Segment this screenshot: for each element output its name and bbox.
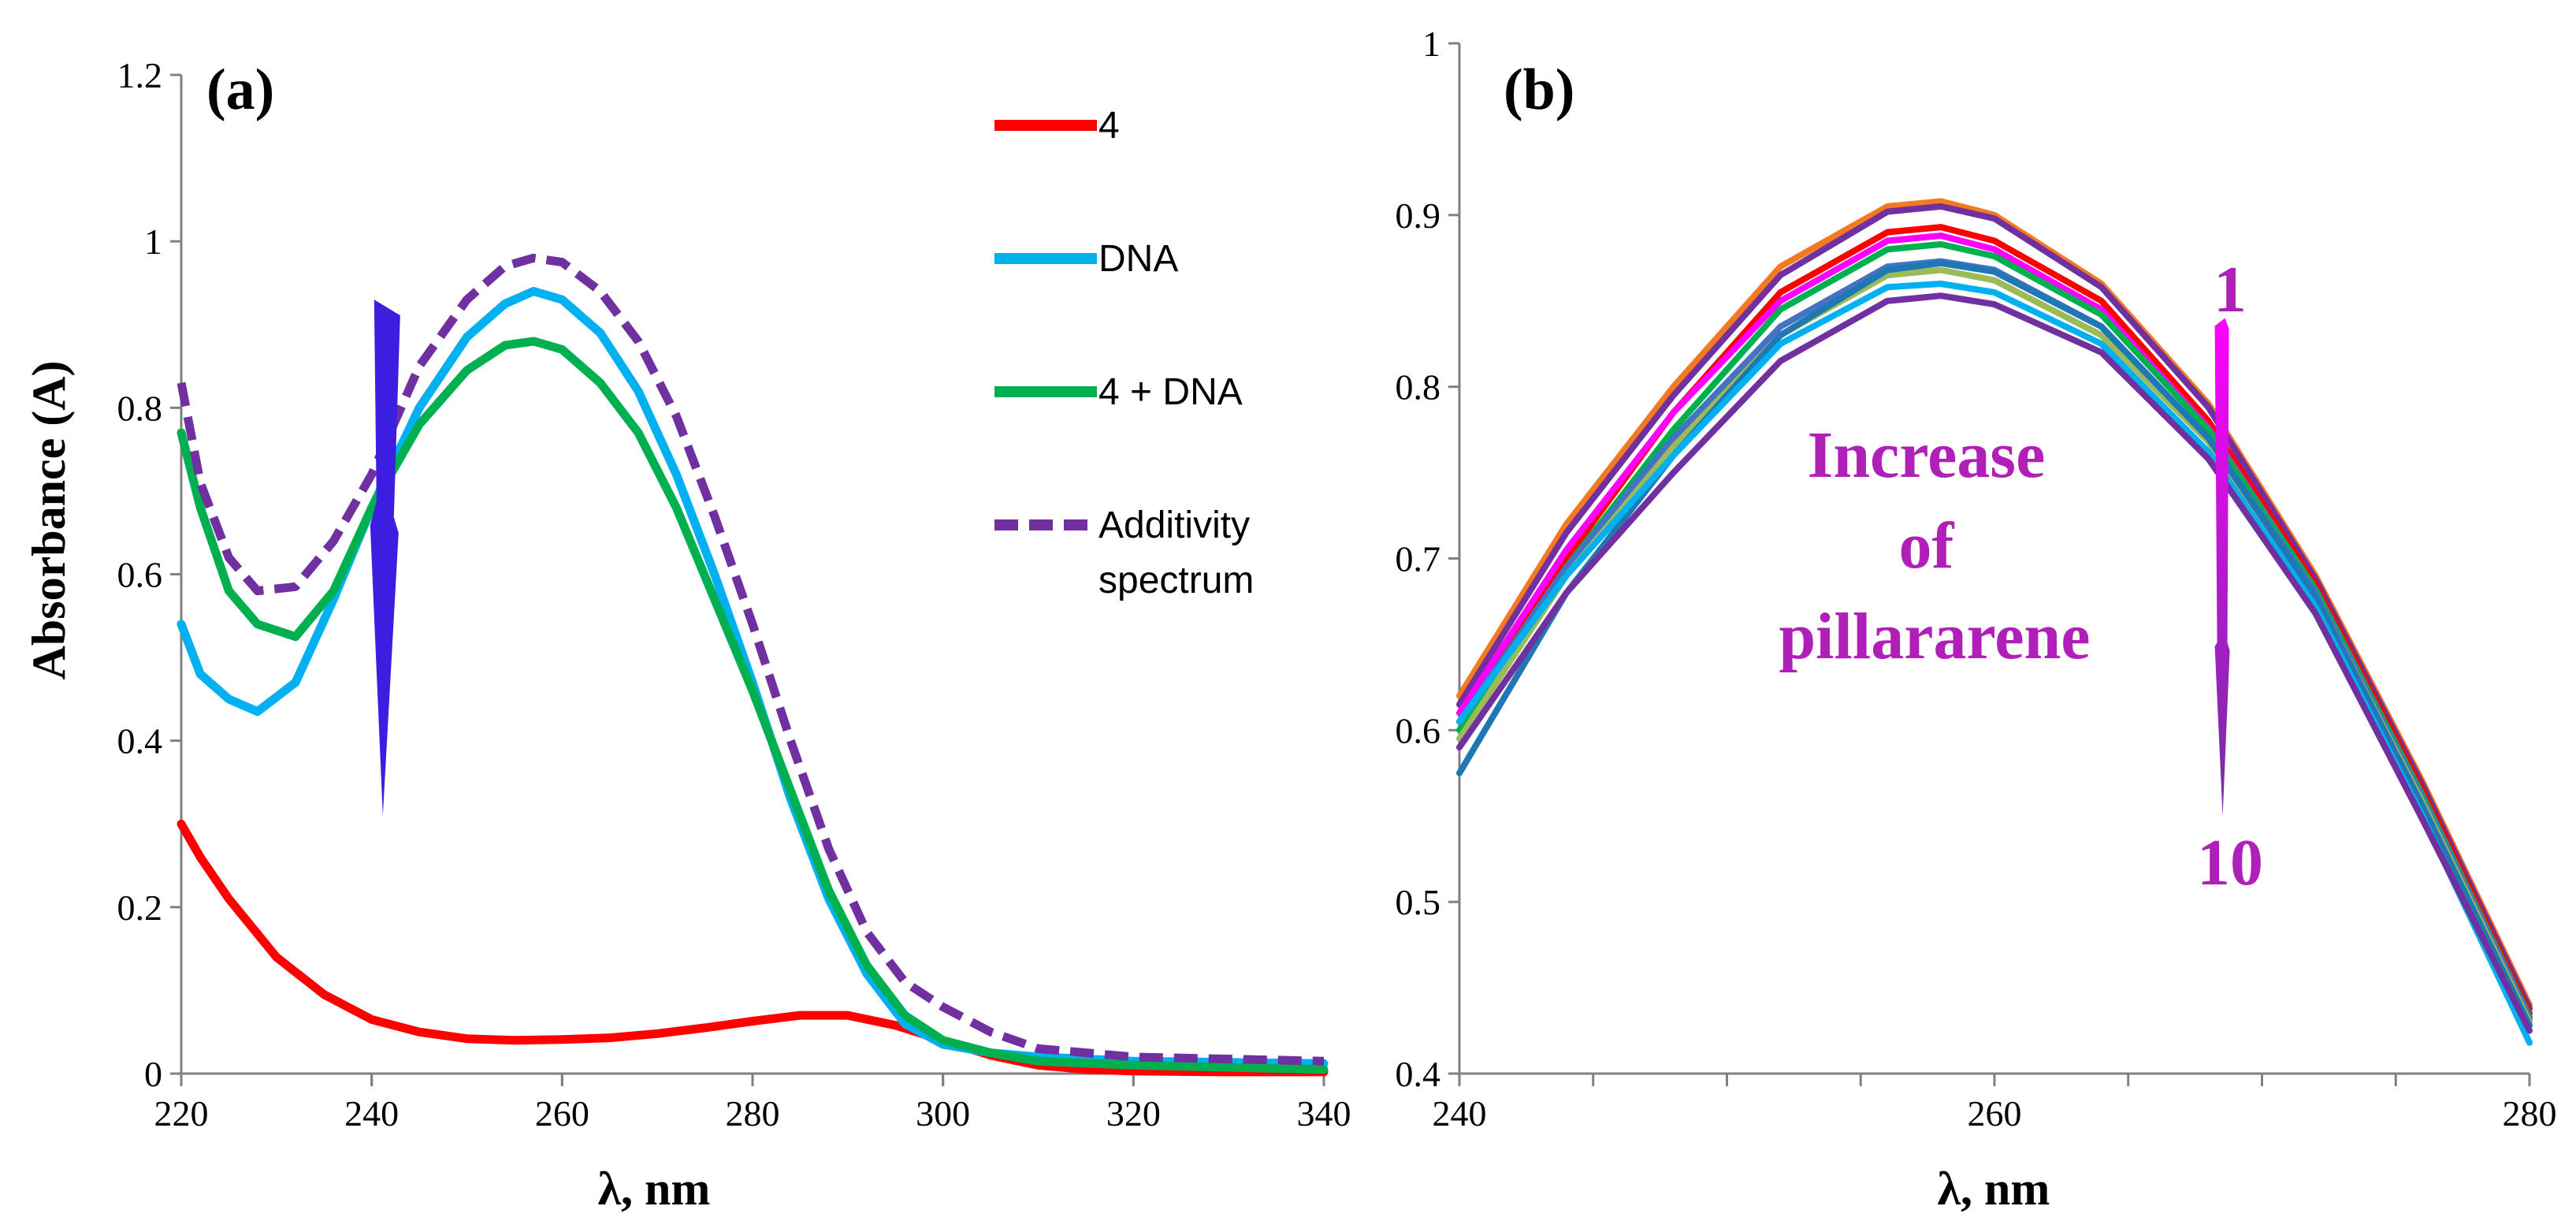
legend-label-4: 4 [1098,105,1120,147]
panel-a-x-tick-label: 340 [1297,1093,1351,1134]
panel-a-y-tick-label: 0.6 [117,555,163,595]
panel-a-series [177,253,1329,1077]
panel-a-y-tick-label: 0.2 [117,888,163,928]
legend-label-additivity: Additivity spectrum [1098,504,1260,601]
panel-b-x-tick-label: 240 [1433,1093,1487,1134]
panel-b-axes [1448,42,2531,1086]
panel-a-y-tick-label: 1 [144,221,162,262]
series-4-plus-dna-line [177,337,1329,1074]
panel-a-x-tick-label: 240 [344,1093,399,1134]
panel-a-y-tick-label: 0.8 [117,388,163,428]
panel-b-y-tick-label: 0.9 [1396,195,1441,236]
panel-a-y-tick-label: 0.4 [117,721,163,761]
legend-item-4: 4 [994,105,1120,147]
panel-a-x-tick-label: 300 [916,1093,970,1134]
panel-b-trend-arrow [2214,318,2230,817]
panel-b-y-tick-label: 0.4 [1396,1054,1441,1094]
panel-b-start-label: 1 [2214,253,2247,326]
panel-b-tick-labels: 0.4 0.5 0.6 0.7 0.8 0.9 1 240 260 280 [1396,24,2557,1134]
panel-b-y-tick-label: 0.6 [1396,710,1441,750]
panel-b: 0.4 0.5 0.6 0.7 0.8 0.9 1 240 260 280 (b) λ, nm I… [1396,24,2557,1215]
panel-a-legend: 4 DNA 4 + DNA Additivity spectrum [994,105,1260,601]
panel-b-y-tick-label: 0.7 [1396,539,1441,579]
panel-b-end-label: 10 [2197,826,2263,899]
legend-item-dna: DNA [994,238,1178,280]
panel-b-x-tick-label: 260 [1968,1093,2022,1134]
panel-b-y-tick-label: 0.5 [1396,882,1441,922]
panel-a-y-tick-label: 0 [144,1054,162,1094]
panel-b-x-axis-title: λ, nm [1938,1163,2050,1215]
panel-a-y-tick-label: 1.2 [117,55,163,95]
panel-b-annotation-text: Increase of pillararene [1779,419,2090,673]
panel-a-x-tick-label: 260 [535,1093,589,1134]
panel-a-tick-labels: 0 0.2 0.4 0.6 0.8 1 1.2 220 240 260 280 300 320 340 [117,55,1351,1134]
panel-b-y-tick-label: 1 [1422,24,1440,64]
panel-b-series [1456,198,2533,1046]
panel-a-x-tick-label: 220 [154,1093,209,1134]
legend-item-additivity: Additivity spectrum [994,504,1260,601]
panel-a-label: (a) [206,58,274,122]
series-4-line [177,819,1329,1077]
panel-b-x-tick-label: 280 [2503,1093,2557,1134]
panel-a: 0 0.2 0.4 0.6 0.8 1 1.2 220 240 260 280 300 320 340 (… [23,55,1351,1215]
panel-b-series-10-line [1456,292,2533,1034]
panel-a-x-axis-title: λ, nm [598,1163,711,1215]
panel-b-label: (b) [1504,58,1574,122]
panel-a-x-tick-label: 320 [1106,1093,1161,1134]
legend-item-4-plus-dna: 4 + DNA [994,371,1243,413]
panel-a-y-axis-title: Absorbance (A) [23,361,75,680]
panel-a-decrease-arrow [370,300,400,816]
panel-a-x-tick-label: 280 [726,1093,780,1134]
legend-label-4-plus-dna: 4 + DNA [1098,371,1243,413]
panel-b-y-tick-label: 0.8 [1396,367,1441,408]
legend-label-dna: DNA [1098,238,1178,280]
